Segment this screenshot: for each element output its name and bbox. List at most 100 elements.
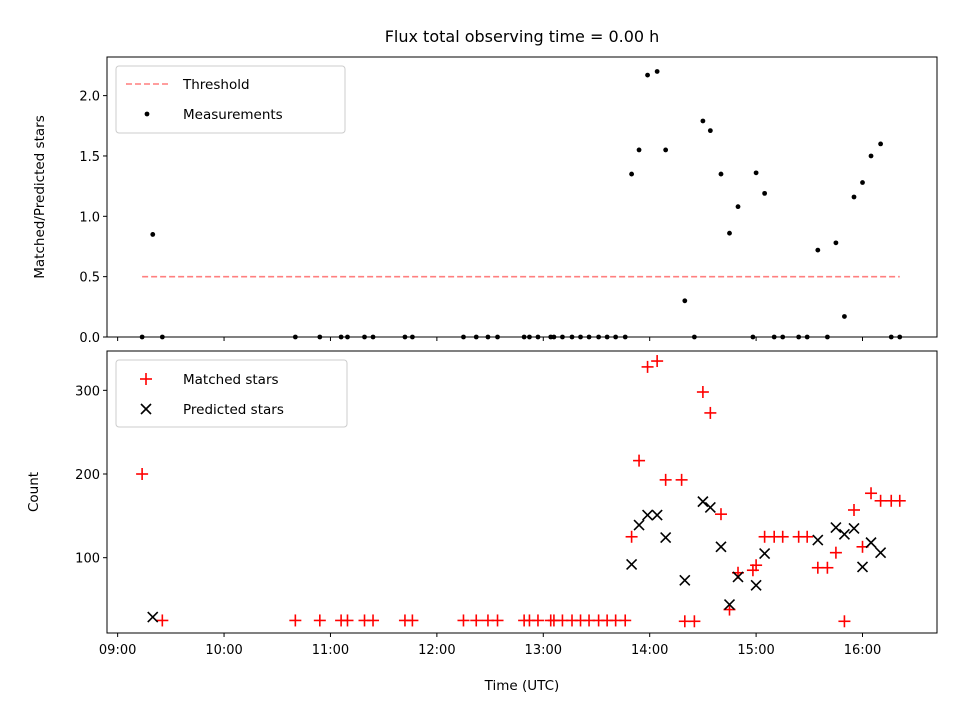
predicted-star-point [732,571,744,583]
bottom-x-tick-label: 15:00 [737,643,774,658]
predicted-star-point [633,519,645,531]
legend-measurements-swatch [144,111,150,117]
matched-star-point [457,614,470,627]
matched-star-point [651,355,664,368]
measurement-point [753,170,759,176]
measurement-point [815,247,821,253]
matched-star-point [641,360,654,373]
top-y-tick-label: 1.0 [79,210,100,225]
bottom-x-axis-label: Time (UTC) [484,678,560,694]
measurement-point [700,118,706,124]
bottom-y-axis-label: Count [26,472,42,512]
legend-matched-swatch [140,373,152,385]
matched-star-point [313,614,326,627]
bottom-legend: Matched stars Predicted stars [115,359,348,428]
matched-star-point [821,561,834,574]
predicted-star-point [147,611,159,623]
matched-star-point [746,564,759,577]
predicted-star-point [715,541,727,553]
predicted-star-point [830,521,842,534]
matched-star-point [714,508,727,521]
bottom-x-tick-label: 11:00 [312,643,349,658]
matched-star-point [156,614,169,627]
bottom-x-tick-label: 09:00 [99,643,136,658]
matched-star-point [704,406,717,419]
predicted-star-point [679,574,691,586]
matched-star-point [633,454,646,467]
predicted-star-point [704,501,716,514]
matched-star-point [893,494,906,507]
bottom-y-tick-label: 300 [75,384,100,399]
legend-matched-label: Matched stars [183,372,279,388]
predicted-star-point [812,534,824,546]
measurement-point [629,171,635,177]
measurement-point [707,128,713,134]
bottom-x-tick-label: 13:00 [525,643,562,658]
measurement-point [718,171,724,177]
measurement-point [851,194,857,200]
bottom-x-tick-label: 12:00 [418,643,455,658]
measurement-point [150,232,156,237]
matched-star-point [341,614,354,627]
measurement-point [636,147,642,153]
matched-star-point [531,614,544,627]
top-y-tick-label: 0.5 [79,271,100,286]
predicted-star-point [626,558,638,570]
measurement-point [682,298,688,304]
matched-star-point [688,615,701,628]
bottom-axes: 100 200 300 09:00 10:00 11:00 12:00 13:00 14:00… [26,350,938,694]
measurement-point [860,180,865,185]
predicted-star-point [641,509,654,521]
measurement-point [735,204,741,210]
matched-star-point [829,546,842,559]
matched-star-point [470,614,483,627]
bottom-x-tick-label: 16:00 [844,643,881,658]
bottom-x-tick-label: 10:00 [205,643,242,658]
top-y-axis-label: Matched/Predicted stars [32,115,48,278]
legend-predicted-label: Predicted stars [183,402,284,418]
measurement-point [663,147,669,153]
measurement-point [833,240,839,246]
matched-star-point [838,615,851,628]
matched-star-point [848,503,860,516]
matched-star-point [776,530,789,543]
matched-star-point [801,530,814,543]
matched-star-point [675,473,688,486]
top-legend-box [115,65,346,134]
matched-star-point [289,614,302,627]
predicted-star-point [750,579,762,591]
matched-star-point [750,559,763,572]
measurement-point [878,141,884,147]
bottom-y-tick-label: 200 [75,468,100,483]
matched-star-point [659,473,672,486]
measurement-point [842,314,847,319]
legend-predicted-swatch [140,403,152,415]
legend-threshold-label: Threshold [182,77,250,93]
predicted-star-point [865,537,877,549]
top-chart-title: Flux total observing time = 0.00 h [385,27,660,46]
measurement-point [868,153,874,159]
measurement-point [645,72,650,78]
predicted-star-point [660,532,672,544]
matched-star-point [696,386,709,399]
measurement-point [727,230,732,236]
predicted-star-point [838,528,850,540]
bottom-legend-box [115,359,348,428]
predicted-star-point [697,496,709,508]
matched-star-point [491,614,504,627]
matched-star-point [367,614,380,627]
predicted-star-point [723,598,736,611]
predicted-star-point [848,522,860,534]
predicted-star-point [651,509,663,521]
top-axes: 0.00.51.01.52.0 Matched/Predicted stars … [32,56,938,346]
matched-star-point [625,530,638,543]
matched-star-point [136,468,149,481]
predicted-star-point [856,561,869,573]
top-y-tick-label: 1.5 [79,150,100,165]
predicted-star-point [875,547,887,559]
top-y-tick-label: 0.0 [79,331,100,346]
bottom-plot-frame [106,350,938,634]
matched-star-point [406,614,419,627]
top-plot-frame [106,56,938,338]
